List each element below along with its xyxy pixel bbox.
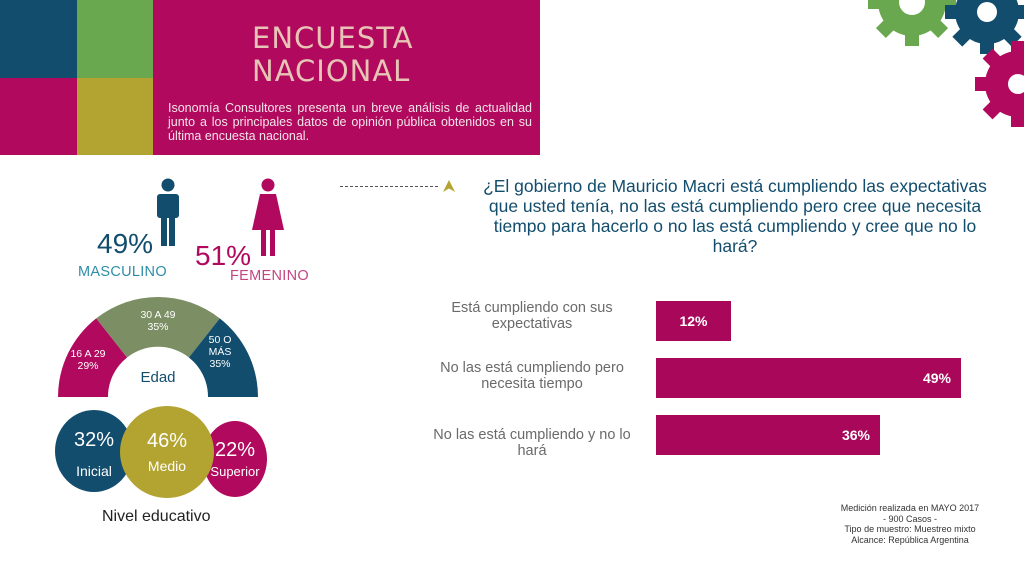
footnote-line-2: - 900 Casos - [882,513,938,524]
gear-icon [868,0,1024,127]
age-title: Edad [140,369,176,386]
footnote-line-3: Tipo de muestro: Muestreo mixto [844,524,976,534]
page-title: ENCUESTA NACIONAL [252,22,512,88]
female-icon [252,178,284,256]
education-bubble-superior: 22% Superior [203,421,267,497]
education-value-medio: 46% [146,430,188,452]
education-label-inicial: Inicial [76,463,112,479]
education-label-superior: Superior [210,464,260,479]
bar-category-label: Está cumpliendo con sus expectativas [451,300,613,332]
arrow-icon [443,180,455,192]
header-tile-olive [77,78,153,155]
male-label: MASCULINO [78,264,167,280]
chart-title: ¿El gobierno de Mauricio Macri está cump… [483,176,987,256]
bar-chart: Está cumpliendo con sus expectativas 12%… [420,295,980,465]
education-title: Nivel educativo [102,508,211,525]
male-icon [157,178,179,246]
male-percent: 49% [97,228,154,259]
bar-1 [656,301,731,341]
female-percent: 51% [195,240,252,271]
education-value-superior: 22% [214,439,256,461]
age-label-50-mas: 50 O MÁS 35% [208,334,232,370]
bar-value-label: 49% [922,370,951,386]
female-label: FEMENINO [230,268,309,284]
bar-3 [656,415,880,455]
header-tile-teal [0,0,77,78]
education-label-medio: Medio [147,458,187,474]
bar-value-label: 36% [841,427,870,443]
title-line-1: ENCUESTA [252,21,414,55]
bar-value-label: 12% [679,313,708,329]
footnote: Medición realizada en MAYO 2017 - 900 Ca… [810,503,1010,545]
age-label-30-49: 30 A 49 35% [140,309,176,333]
header-tile-magenta [0,78,77,155]
age-segment-16-29 [58,318,128,397]
age-segment-30-49 [96,297,220,358]
education-value-inicial: 32% [73,429,115,451]
header-description: Isonomía Consultores presenta un breve a… [168,101,532,143]
header-tile-green [77,0,153,78]
footnote-line-1: Medición realizada en MAYO 2017 [840,503,980,513]
age-gauge [58,297,258,397]
dashed-divider [340,186,438,187]
age-segment-50-mas [188,318,258,397]
title-line-2: NACIONAL [252,54,411,88]
age-label-16-29: 16 A 29 29% [70,348,106,372]
header-banner [153,0,540,155]
bar-2 [656,358,961,398]
education-bubble-medio: 46% Medio [120,406,214,498]
bar-category-label: No las está cumpliendo pero necesita tie… [440,360,624,392]
footnote-line-4: Alcance: República Argentina [851,534,969,545]
bar-category-label: No las está cumpliendo y no lo hará [433,427,631,459]
